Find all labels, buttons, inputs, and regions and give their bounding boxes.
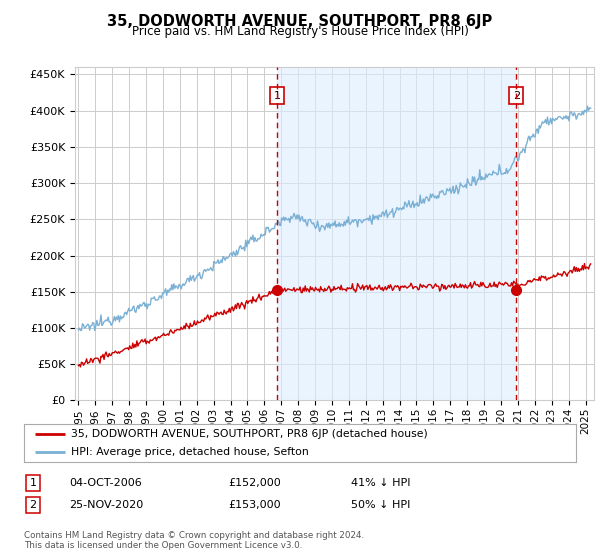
Text: HPI: Average price, detached house, Sefton: HPI: Average price, detached house, Seft…	[71, 447, 308, 457]
Text: 2: 2	[512, 91, 520, 101]
Text: £152,000: £152,000	[228, 478, 281, 488]
Text: 35, DODWORTH AVENUE, SOUTHPORT, PR8 6JP: 35, DODWORTH AVENUE, SOUTHPORT, PR8 6JP	[107, 14, 493, 29]
Text: Contains HM Land Registry data © Crown copyright and database right 2024.: Contains HM Land Registry data © Crown c…	[24, 531, 364, 540]
Text: 1: 1	[274, 91, 281, 101]
Text: This data is licensed under the Open Government Licence v3.0.: This data is licensed under the Open Gov…	[24, 541, 302, 550]
Text: Price paid vs. HM Land Registry's House Price Index (HPI): Price paid vs. HM Land Registry's House …	[131, 25, 469, 38]
Bar	[277, 67, 516, 400]
Text: 25-NOV-2020: 25-NOV-2020	[69, 500, 143, 510]
Text: £153,000: £153,000	[228, 500, 281, 510]
Text: 35, DODWORTH AVENUE, SOUTHPORT, PR8 6JP (detached house): 35, DODWORTH AVENUE, SOUTHPORT, PR8 6JP …	[71, 429, 428, 439]
Text: 41% ↓ HPI: 41% ↓ HPI	[351, 478, 410, 488]
Text: 2: 2	[29, 500, 37, 510]
Text: 50% ↓ HPI: 50% ↓ HPI	[351, 500, 410, 510]
Text: 04-OCT-2006: 04-OCT-2006	[69, 478, 142, 488]
Text: 1: 1	[29, 478, 37, 488]
